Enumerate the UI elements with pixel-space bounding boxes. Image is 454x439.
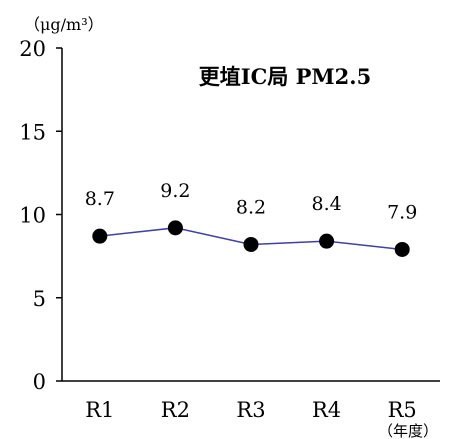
x-tick-label: R4 — [312, 398, 341, 422]
series-1: 8.7 9.2 8.2 8.4 7.9 — [85, 180, 417, 257]
data-point — [243, 236, 259, 252]
x-axis-label: （年度） — [378, 422, 438, 439]
data-label: 8.4 — [311, 193, 341, 215]
y-axis-ticks: 0 5 10 15 20 — [19, 37, 62, 394]
y-tick-label: 20 — [19, 37, 46, 61]
y-tick-label: 10 — [19, 204, 46, 228]
y-tick-label: 15 — [19, 120, 46, 144]
data-label: 9.2 — [160, 180, 190, 202]
data-point — [167, 220, 183, 236]
y-tick-label: 0 — [33, 370, 46, 394]
y-tick-label: 5 — [33, 287, 46, 311]
x-axis-ticks: R1 R2 R3 R4 R5 — [85, 398, 417, 422]
x-tick-label: R3 — [236, 398, 265, 422]
x-tick-label: R5 — [388, 398, 417, 422]
y-axis-unit-label: （μg/m³） — [24, 15, 104, 34]
data-label: 8.2 — [236, 196, 266, 218]
x-tick-label: R2 — [161, 398, 190, 422]
data-label: 7.9 — [387, 201, 417, 223]
chart-title: 更埴IC局 PM2.5 — [199, 64, 371, 89]
data-point — [319, 233, 335, 249]
data-point — [92, 228, 108, 244]
data-point — [394, 241, 410, 257]
data-label: 8.7 — [85, 188, 115, 210]
x-tick-label: R1 — [85, 398, 114, 422]
